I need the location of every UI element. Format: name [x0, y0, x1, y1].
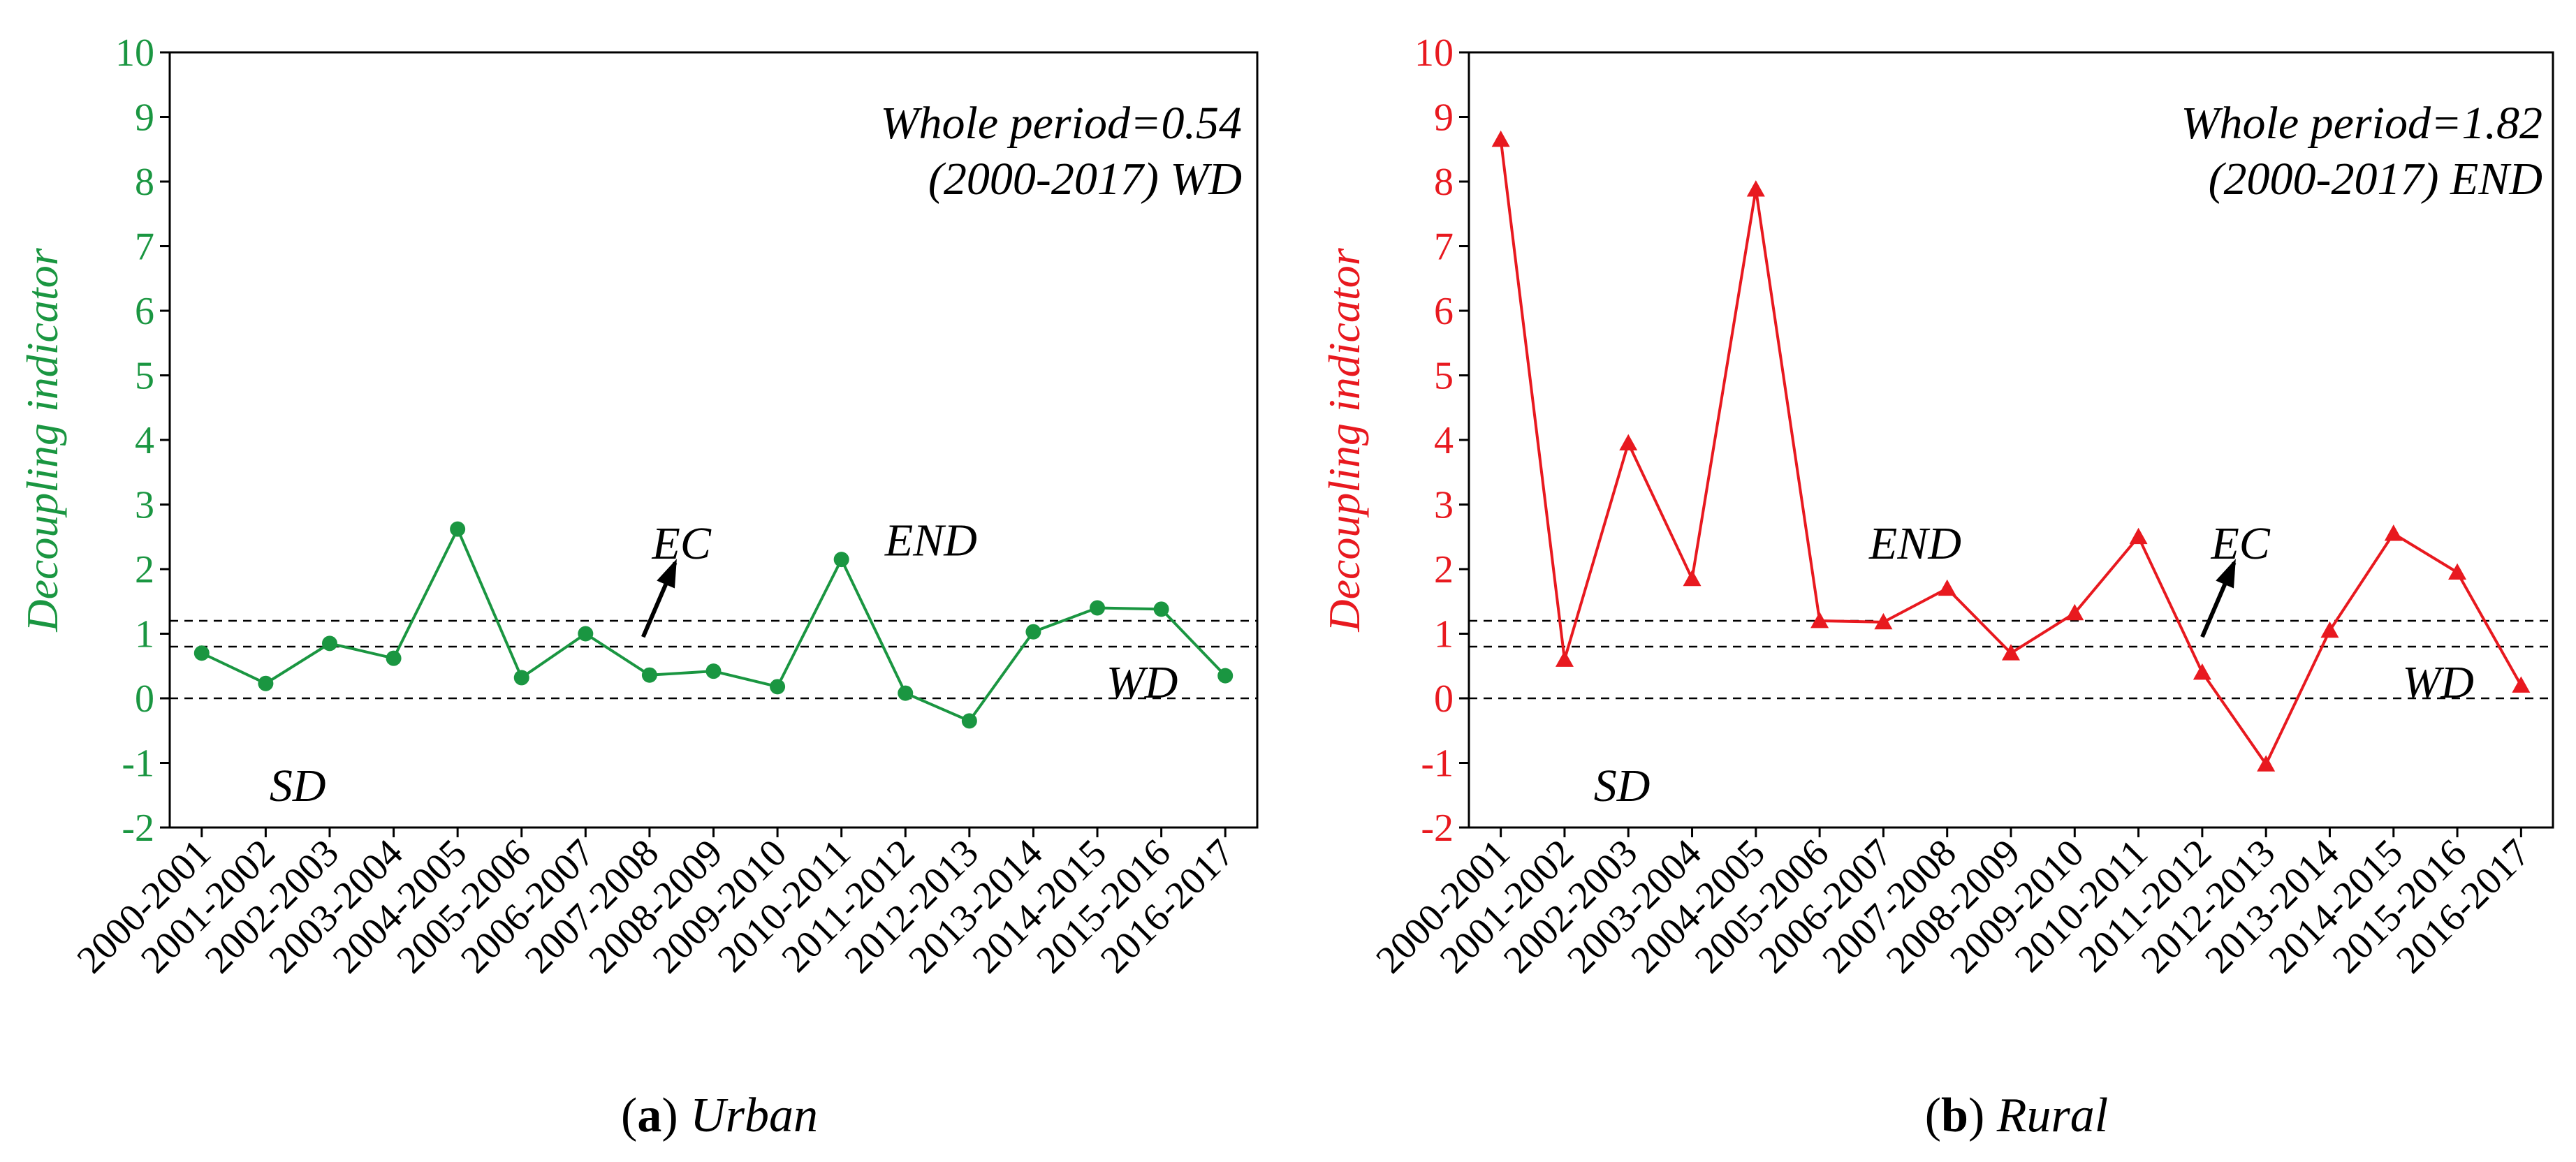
data-point [833, 552, 849, 568]
series-line [200, 525, 1227, 723]
data-point [2512, 676, 2531, 693]
data-point [1619, 434, 1638, 451]
region-label: EC [2210, 518, 2270, 569]
data-point [1683, 569, 1702, 587]
region-label: EC [652, 518, 712, 569]
period-range-annotation: (2000-2017) END [2209, 154, 2542, 205]
y-tick-label: 10 [115, 31, 154, 75]
data-point [1153, 601, 1169, 617]
data-point [2193, 663, 2211, 680]
region-label: SD [270, 760, 326, 811]
y-tick-label: 10 [1414, 31, 1454, 75]
whole-period-annotation: Whole period=1.82 [2181, 98, 2542, 149]
data-point [705, 663, 722, 679]
region-label: END [884, 515, 977, 566]
data-point [1555, 650, 1574, 667]
y-tick-label: 3 [1434, 484, 1454, 527]
y-tick-label: 9 [135, 96, 154, 140]
y-tick-label: 4 [1434, 419, 1454, 462]
caption-title: Rural [1996, 1089, 2108, 1142]
y-tick-label: 2 [135, 548, 154, 591]
arrow-head [2216, 559, 2236, 589]
series-line [1499, 139, 2523, 767]
caption-paren-open: ( [1925, 1089, 1941, 1142]
y-tick-label: -1 [1421, 742, 1454, 786]
region-label: WD [1106, 657, 1178, 708]
y-tick-label: 9 [1434, 96, 1454, 140]
y-tick-label: -2 [1421, 807, 1454, 850]
data-point [450, 521, 466, 537]
y-tick-label: 7 [1434, 226, 1454, 269]
y-tick-label: 0 [135, 677, 154, 721]
panel-caption: (b) Rural [1925, 1089, 2109, 1142]
data-point [2320, 621, 2339, 638]
whole-period-annotation: Whole period=0.54 [881, 98, 1242, 149]
data-point [2448, 563, 2467, 580]
y-tick-label: 1 [135, 613, 154, 656]
data-point [1938, 579, 1956, 596]
data-point [1874, 612, 1893, 630]
region-label: WD [2402, 657, 2474, 708]
data-point [770, 679, 786, 695]
caption-letter: a [637, 1089, 661, 1142]
data-point [2129, 527, 2148, 545]
data-point [1491, 130, 1510, 147]
data-point [2002, 644, 2020, 661]
data-point [386, 650, 402, 666]
region-label: END [1868, 518, 1961, 569]
data-point [2065, 603, 2084, 621]
y-tick-label: 5 [135, 355, 154, 398]
y-tick-label: 5 [1434, 355, 1454, 398]
y-tick-label: 2 [1434, 548, 1454, 591]
y-tick-label: 4 [135, 419, 154, 462]
data-point [961, 713, 977, 729]
data-point [1810, 612, 1829, 628]
data-point [1217, 668, 1234, 684]
y-axis-label: Decoupling indicator [1319, 247, 1369, 632]
y-tick-label: -1 [122, 742, 154, 786]
data-point [578, 626, 594, 642]
data-point [193, 645, 210, 661]
y-tick-label: -2 [122, 807, 154, 850]
caption-title: Urban [690, 1089, 818, 1142]
data-point [641, 667, 657, 683]
data-point [1090, 600, 1106, 616]
data-point [2384, 524, 2403, 541]
caption-letter: b [1941, 1089, 1968, 1142]
arrow-head [657, 559, 677, 589]
data-point [513, 670, 529, 686]
y-tick-label: 7 [135, 226, 154, 269]
region-label: SD [1594, 760, 1651, 811]
caption-paren-open: ( [621, 1089, 637, 1142]
data-point [2257, 755, 2276, 772]
y-axis-label: Decoupling indicator [17, 247, 67, 632]
data-point [1025, 624, 1041, 640]
y-tick-label: 3 [135, 484, 154, 527]
panel-caption: (a) Urban [621, 1089, 818, 1142]
y-tick-label: 1 [1434, 613, 1454, 656]
y-tick-label: 0 [1434, 677, 1454, 721]
y-tick-label: 8 [1434, 161, 1454, 204]
caption-paren-close: ) [661, 1089, 690, 1142]
data-point [1746, 180, 1765, 197]
caption-paren-close: ) [1968, 1089, 1997, 1142]
data-point [898, 685, 914, 701]
period-range-annotation: (2000-2017) WD [928, 154, 1242, 205]
y-tick-label: 6 [135, 290, 154, 333]
y-tick-label: 8 [135, 161, 154, 204]
data-point [321, 635, 337, 652]
data-point [258, 675, 274, 691]
y-tick-label: 6 [1434, 290, 1454, 333]
